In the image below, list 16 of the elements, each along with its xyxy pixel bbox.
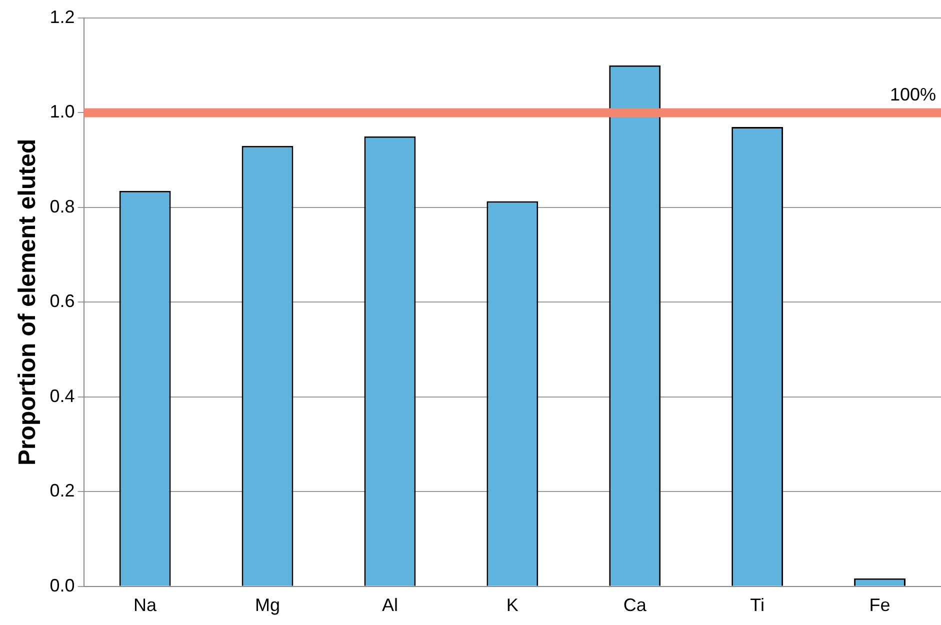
y-tick-label: 0.4 [50, 386, 75, 406]
x-tick-label: K [506, 595, 518, 616]
y-tick-label: 1.0 [50, 102, 75, 122]
x-tick-label: Ca [623, 595, 648, 616]
x-tick-label: Al [382, 595, 398, 616]
ref-line-label: 100% [890, 84, 936, 105]
x-tick-label: Fe [869, 595, 890, 616]
y-tick-label: 0.0 [50, 575, 75, 596]
y-tick-label: 0.2 [50, 480, 75, 501]
y-axis-title: Proportion of element eluted [14, 138, 42, 466]
y-tick-label: 1.2 [50, 6, 75, 27]
x-tick-label: Mg [254, 595, 280, 616]
y-tick-label: 0.8 [50, 196, 75, 216]
y-tick-label: 0.6 [50, 291, 75, 312]
x-tick-label: Ti [750, 595, 764, 616]
x-tick-label: Na [134, 595, 158, 616]
